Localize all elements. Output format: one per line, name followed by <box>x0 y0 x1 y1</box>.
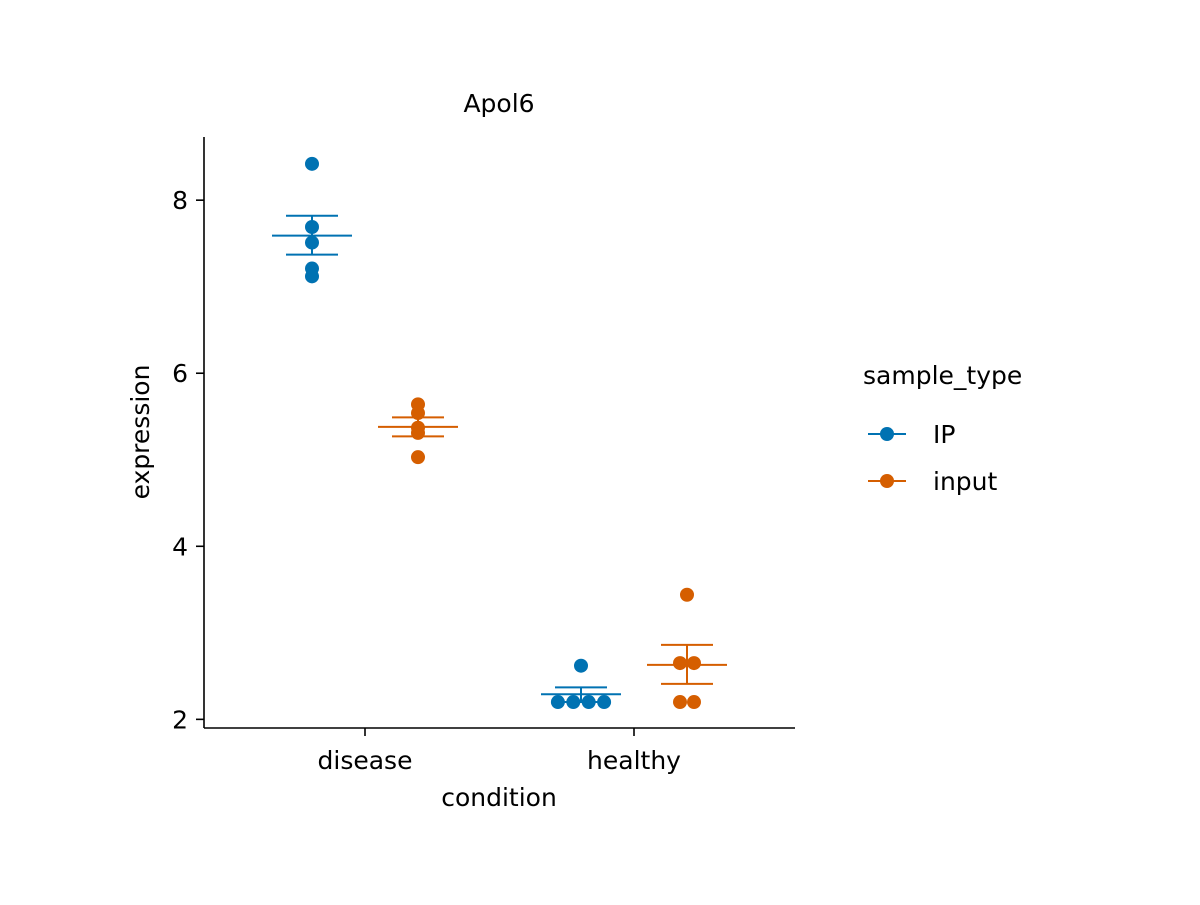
data-point <box>680 587 694 602</box>
data-point <box>581 695 596 710</box>
data-point <box>411 450 425 465</box>
data-point <box>574 658 588 673</box>
data-point <box>305 235 319 250</box>
data-point <box>305 219 319 234</box>
y-tick-label: 6 <box>172 359 188 388</box>
x-axis-label: condition <box>441 783 557 812</box>
data-point <box>550 695 565 710</box>
data-point <box>411 406 425 421</box>
data-point <box>411 425 425 440</box>
legend-title: sample_type <box>863 361 1022 390</box>
data-point <box>597 695 612 710</box>
legend-marker <box>880 474 894 488</box>
chart-title: Apol6 <box>463 89 534 118</box>
data-point <box>673 656 687 671</box>
legend: sample_type IP input <box>863 361 1022 496</box>
data-point <box>687 695 701 710</box>
legend-label: IP <box>933 420 955 449</box>
legend-label: input <box>933 467 998 496</box>
x-tick-label: healthy <box>587 746 681 775</box>
data-point <box>687 656 701 671</box>
y-tick-label: 8 <box>172 186 188 215</box>
y-axis-label: expression <box>126 365 155 500</box>
y-tick-label: 2 <box>172 705 188 734</box>
data-point <box>566 695 581 710</box>
data-point <box>673 695 687 710</box>
x-tick-label: disease <box>318 746 413 775</box>
data-point <box>305 156 319 171</box>
data-point <box>305 269 319 284</box>
y-tick-label: 4 <box>172 532 188 561</box>
legend-marker <box>880 427 894 441</box>
